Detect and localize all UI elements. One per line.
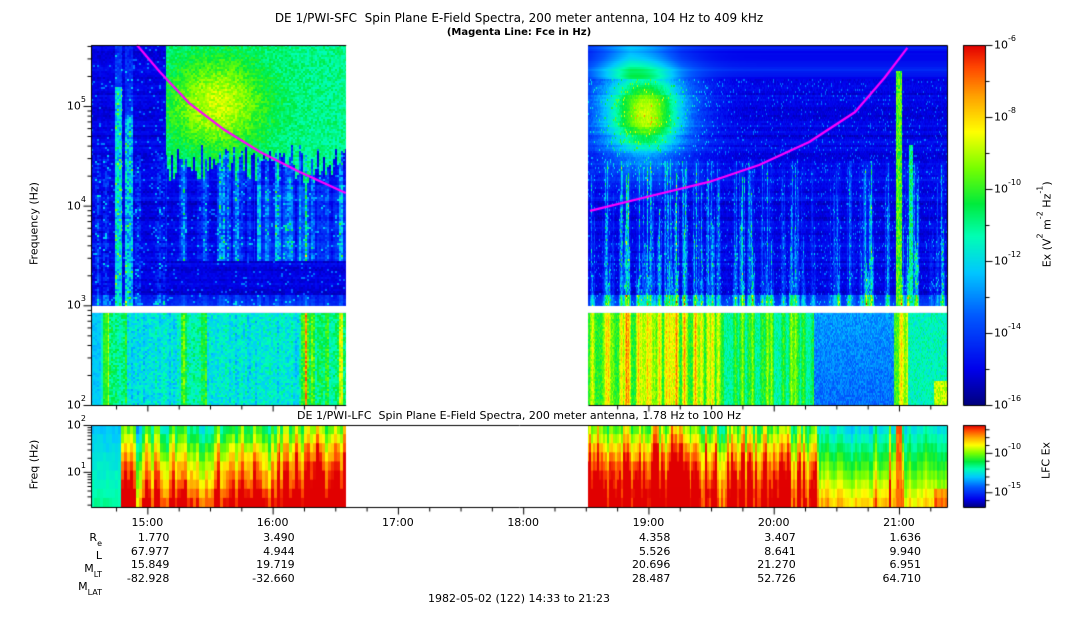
sfc-ytick-label: 102: [66, 394, 86, 412]
x-axis-hour-label: 16:00: [256, 516, 289, 529]
lfc-colorbar-label: LFC Ex: [1039, 441, 1053, 480]
x-axis-hour-label: 15:00: [131, 516, 164, 529]
sfc-colorbar-label: Ex (V2 m-2 Hz-1): [1035, 181, 1054, 268]
time-range-caption: 1982-05-02 (122) 14:33 to 21:23: [428, 592, 610, 605]
sfc-ytick-label: 104: [66, 194, 86, 213]
lfc-ytick-label: 102: [66, 414, 86, 432]
x-axis-hour-label: 17:00: [382, 516, 414, 529]
lfc-colorbar-tick-label: 10-10: [994, 441, 1022, 460]
ephemeris-row-labels: Re L MLT MLAT: [78, 531, 102, 598]
sfc-panel-subtitle: (Magenta Line: Fce in Hz): [446, 27, 592, 38]
sfc-ytick-label: 103: [66, 294, 86, 312]
sfc-colorbar-tick-label: 10-16: [994, 394, 1022, 412]
lfc-ytick-label: 101: [66, 460, 86, 479]
ephemeris-column-15:00: 1.770 67.977 15.849 -82.928: [126, 531, 170, 585]
ephemeris-column-16:00: 3.490 4.944 19.719 -32.660: [252, 531, 295, 585]
lfc-panel-title: DE 1/PWI-LFC Spin Plane E-Field Spectra,…: [297, 409, 741, 422]
x-axis-hour-label: 19:00: [632, 516, 665, 529]
lfc-colorbar-tick-label: 10-15: [994, 481, 1022, 499]
sfc-colorbar-tick-label: 10-10: [994, 178, 1022, 196]
sfc-panel-title: DE 1/PWI-SFC Spin Plane E-Field Spectra,…: [274, 11, 764, 25]
sfc-y-axis-label: Frequency (Hz): [27, 182, 41, 265]
lfc-y-axis-label: Freq (Hz): [27, 439, 41, 490]
ephemeris-column-20:00: 3.407 8.641 21.270 52.726: [757, 531, 796, 585]
sfc-colorbar-tick-label: 10-6: [994, 34, 1016, 52]
sfc-colorbar-tick-label: 10-12: [994, 250, 1022, 268]
ephemeris-column-19:00: 4.358 5.526 20.696 28.487: [631, 531, 671, 585]
x-axis-hour-label: 18:00: [507, 516, 540, 529]
sfc-colorbar-tick-label: 10-8: [994, 106, 1016, 124]
sfc-colorbar-tick-label: 10-14: [994, 322, 1022, 340]
ephemeris-column-21:00: 1.636 9.940 6.951 64.710: [882, 531, 921, 585]
x-axis-hour-label: 21:00: [883, 516, 915, 529]
sfc-ytick-label: 105: [66, 94, 86, 113]
x-axis-hour-label: 20:00: [757, 516, 790, 529]
